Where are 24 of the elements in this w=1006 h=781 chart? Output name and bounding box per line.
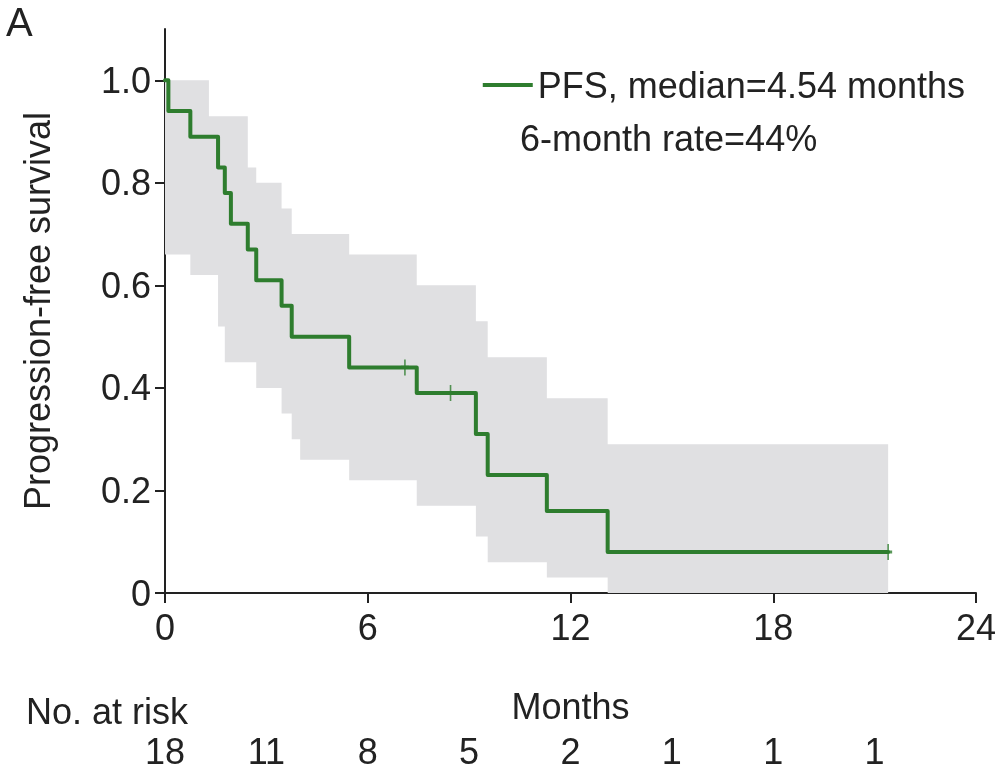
x-axis-title: Months: [511, 685, 630, 727]
text: 8: [357, 730, 378, 772]
annotation: 6-month rate=44%: [520, 117, 818, 159]
y-tick-label: 0.6: [100, 264, 151, 306]
x-tick-label: 12: [550, 606, 591, 648]
x-tick-label: 18: [753, 606, 794, 648]
text: A: [6, 0, 33, 44]
text: 2: [560, 730, 581, 772]
text: 1: [661, 730, 682, 772]
y-tick-label: 0.2: [100, 469, 151, 511]
y-axis-title: Progression-free survival: [16, 111, 58, 511]
text: 18: [144, 730, 186, 772]
text: 11: [247, 730, 286, 772]
text: No. at risk: [26, 690, 190, 732]
legend-label: PFS, median=4.54 months: [537, 64, 966, 106]
y-tick-label: 0.8: [100, 162, 151, 204]
text: 1: [763, 730, 784, 772]
y-tick-label: 0.4: [100, 367, 151, 409]
x-tick-label: 24: [955, 606, 997, 648]
y-tick-label: 0: [130, 572, 151, 614]
y-tick-label: 1.0: [100, 59, 151, 101]
x-tick-label: 6: [357, 606, 378, 648]
text: 1: [864, 730, 885, 772]
text: 5: [459, 730, 480, 772]
